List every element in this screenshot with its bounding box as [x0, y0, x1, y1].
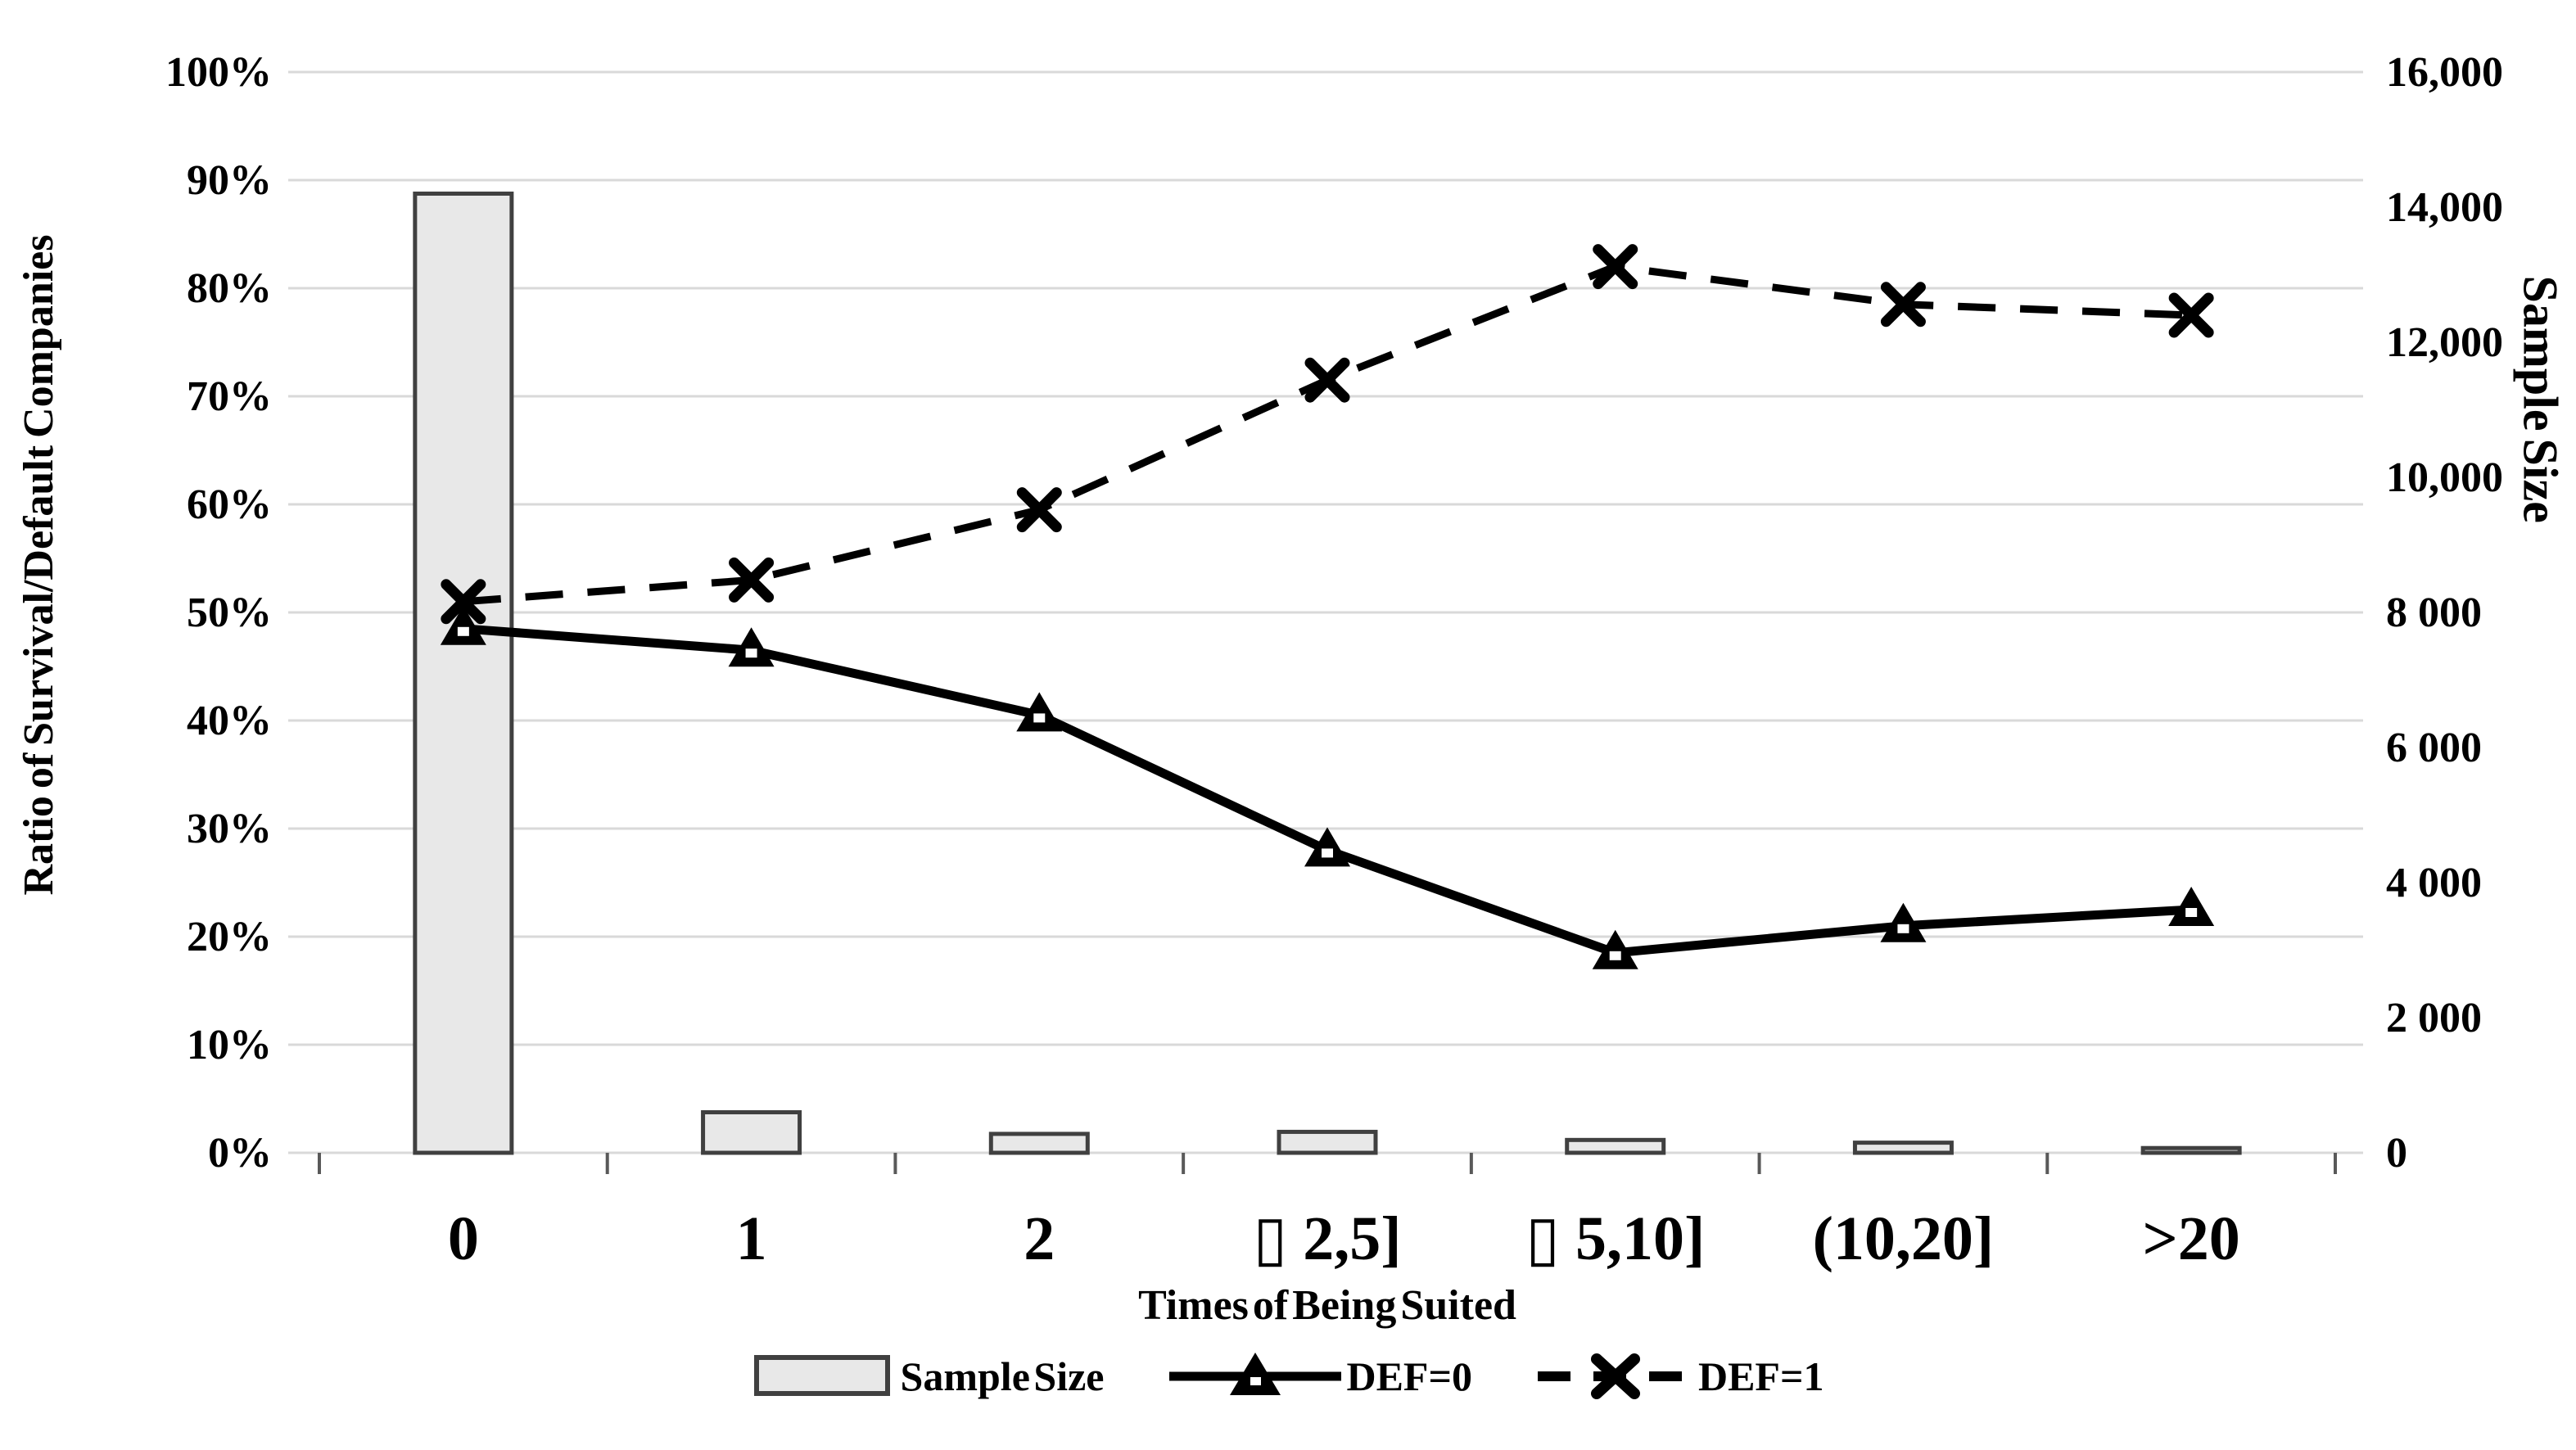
category-label: 2 [1024, 1204, 1055, 1273]
line-def0 [463, 624, 2192, 958]
left-tick-label: 50% [187, 589, 272, 636]
legend-label-sample-size: Sample Size [900, 1353, 1105, 1399]
left-tick-label: 0% [208, 1130, 272, 1177]
right-tick-label: 6 000 [2386, 725, 2482, 771]
bar-sample-size [988, 1132, 1090, 1155]
line-def1 [463, 263, 2192, 606]
legend-item-sample-size: Sample Size [752, 1351, 1105, 1402]
left-tick-label: 70% [187, 373, 272, 420]
solid-line-triangle-icon [1169, 1353, 1342, 1395]
right-tick-label: 4 000 [2386, 860, 2482, 906]
marker-triangle-def0 [2168, 887, 2215, 926]
right-tick-label: 0 [2386, 1130, 2407, 1177]
marker-x-def1 [729, 557, 775, 603]
left-tick-label: 10% [187, 1022, 272, 1068]
x-axis-title: Times of Being Suited [1138, 1282, 1516, 1329]
marker-x-def1 [1880, 282, 1926, 327]
marker-x-def1 [1016, 487, 1062, 533]
left-tick-label: 60% [187, 481, 272, 528]
category-label: >20 [2142, 1204, 2239, 1273]
bar-sample-size [1565, 1137, 1666, 1155]
category-label: 0 [448, 1204, 479, 1273]
left-tick-label: 80% [187, 265, 272, 312]
bar-sample-size [701, 1110, 802, 1155]
marker-triangle-hole [745, 648, 757, 658]
legend-item-def1: DEF=1 [1537, 1349, 1824, 1403]
legend-label-def0: DEF=0 [1346, 1353, 1472, 1399]
marker-triangle-hole [2185, 908, 2198, 917]
category-label: ▯ 5,10] [1525, 1204, 1705, 1273]
marker-triangle-hole [1033, 713, 1046, 723]
marker-x-def1 [441, 579, 486, 625]
right-tick-label: 12,000 [2386, 319, 2503, 366]
legend-label-def1: DEF=1 [1697, 1353, 1824, 1399]
right-tick-label: 14,000 [2386, 184, 2503, 231]
marker-triangle-def0 [728, 627, 775, 667]
legend-item-def0: DEF=0 [1169, 1349, 1472, 1403]
left-tick-label: 20% [187, 914, 272, 960]
right-axis-title: Sample Size [2513, 275, 2567, 523]
bar-sample-size [2140, 1145, 2242, 1155]
left-tick-label: 40% [187, 698, 272, 744]
marker-triangle-def0 [440, 605, 486, 645]
marker-triangle-hole [457, 626, 469, 636]
marker-triangle-def0 [1592, 929, 1638, 969]
marker-triangle-hole [1897, 924, 1909, 933]
marker-triangle-def0 [1016, 692, 1063, 732]
category-label: (10,20] [1813, 1204, 1995, 1273]
legend: Sample Size DEF=0 DEF=1 [0, 1349, 2576, 1403]
left-tick-label: 90% [187, 157, 272, 204]
bar-sample-size [1277, 1129, 1378, 1155]
dashed-line-x-icon [1537, 1353, 1693, 1399]
marker-x-def1 [2168, 292, 2214, 338]
bar-sample-size [1852, 1141, 1954, 1155]
marker-x-def1 [1304, 357, 1350, 403]
category-label: 1 [736, 1204, 767, 1273]
marker-x-def1 [1593, 244, 1638, 290]
bar-swatch-icon [753, 1355, 890, 1396]
left-tick-label: 30% [187, 806, 272, 852]
left-axis-title: Ratio of Survival/Default Companies [16, 234, 62, 896]
right-tick-label: 8 000 [2386, 589, 2482, 636]
left-tick-label: 100% [165, 49, 272, 96]
category-label: ▯ 2,5] [1253, 1204, 1401, 1273]
marker-triangle-hole [1609, 951, 1621, 960]
bar-sample-size [413, 192, 514, 1155]
marker-triangle-def0 [1880, 902, 1927, 942]
right-tick-label: 2 000 [2386, 995, 2482, 1041]
right-tick-label: 16,000 [2386, 49, 2503, 96]
marker-triangle-def0 [1304, 827, 1350, 867]
marker-triangle-hole [1322, 848, 1333, 858]
right-tick-label: 10,000 [2386, 454, 2503, 501]
